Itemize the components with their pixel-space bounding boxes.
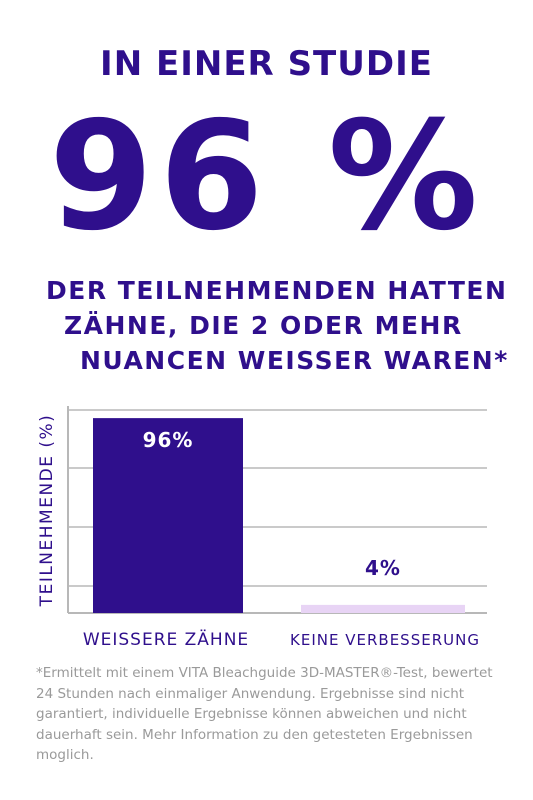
- category-label-2: KEINE VERBESSERUNG: [290, 631, 480, 649]
- bar-chart: 96% 4% WEISSERE ZÄHNE KEINE VERBESSERUNG TEI…: [37, 406, 487, 650]
- y-axis-label: TEILNEHMENDE (%): [37, 414, 57, 608]
- footnote: *Ermittelt mit einem VITA Bleachguide 3D…: [36, 665, 493, 763]
- subheadline-line-1: DER TEILNEHMENDEN HATTEN: [46, 276, 508, 305]
- subheadline-line-3: NUANCEN WEISSER WAREN*: [80, 346, 509, 375]
- bar-1: [93, 418, 243, 613]
- category-label-1: WEISSERE ZÄHNE: [83, 629, 249, 650]
- value-label-1: 96%: [143, 428, 194, 452]
- subheadline-line-2: ZÄHNE, DIE 2 ODER MEHR: [64, 311, 463, 340]
- big-statistic: 96 %: [48, 90, 485, 264]
- value-label-2: 4%: [365, 556, 401, 580]
- bar-2: [301, 604, 465, 613]
- headline-top: IN EINER STUDIE: [100, 44, 433, 84]
